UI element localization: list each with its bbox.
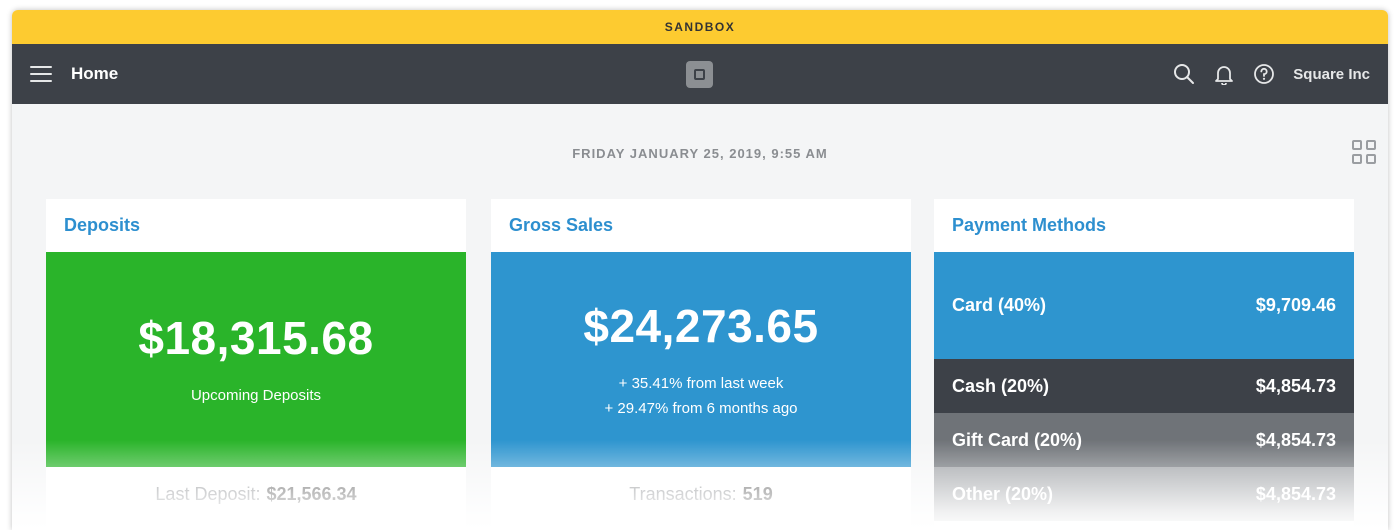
deposits-hero: $18,315.68 Upcoming Deposits [46, 252, 466, 467]
payment-value: $4,854.73 [1255, 429, 1336, 450]
payment-row-cash[interactable]: Cash (20%) $4,854.73 [934, 359, 1354, 413]
payment-label: Card (40%) [952, 295, 1047, 315]
search-icon[interactable] [1173, 63, 1195, 85]
deposits-title[interactable]: Deposits [64, 215, 141, 235]
sales-change-week: + 35.41% from last week [618, 374, 784, 392]
payment-methods-title[interactable]: Payment Methods [952, 215, 1107, 235]
menu-icon[interactable] [30, 66, 52, 82]
payment-row-other[interactable]: Other (20%) $4,854.73 [934, 467, 1354, 521]
payment-row-card[interactable]: Card (40%) $9,709.46 [934, 252, 1354, 359]
page-title: Home [71, 64, 119, 83]
payment-value: $9,709.46 [1255, 295, 1336, 315]
transactions-value: 519 [742, 484, 773, 504]
gross-sales-hero: $24,273.65 + 35.41% from last week + 29.… [491, 252, 911, 467]
help-icon[interactable] [1253, 63, 1275, 85]
last-deposit-label: Last Deposit: [155, 484, 261, 504]
payment-row-gift-card[interactable]: Gift Card (20%) $4,854.73 [934, 413, 1354, 467]
deposits-caption: Upcoming Deposits [190, 387, 322, 404]
sandbox-banner: SANDBOX [12, 10, 1388, 44]
payment-value: $4,854.73 [1255, 483, 1336, 504]
account-name[interactable]: Square Inc [1293, 65, 1370, 83]
deposits-amount: $18,315.68 [138, 312, 374, 364]
payment-methods-card[interactable]: Payment Methods Card (40%) $9,709.46 Cas… [934, 199, 1354, 530]
deposits-footer: Last Deposit: $21,566.34 [46, 467, 466, 522]
top-navbar: Home [12, 44, 1388, 104]
gross-sales-title[interactable]: Gross Sales [509, 215, 614, 235]
payment-label: Gift Card (20%) [952, 429, 1083, 450]
dashboard-content: FRIDAY JANUARY 25, 2019, 9:55 AM Deposit… [12, 104, 1388, 530]
sandbox-label: SANDBOX [664, 20, 736, 34]
payment-label: Other (20%) [952, 483, 1054, 504]
payment-value: $4,854.73 [1255, 375, 1336, 396]
nav-actions: Square Inc [1173, 63, 1370, 85]
square-logo-icon[interactable] [686, 61, 713, 88]
last-deposit-value: $21,566.34 [266, 484, 357, 504]
app-window: SANDBOX Home [12, 10, 1388, 530]
grid-view-icon[interactable] [1352, 140, 1376, 164]
sales-change-6mo: + 29.47% from 6 months ago [604, 399, 798, 417]
bell-icon[interactable] [1213, 63, 1235, 85]
transactions-label: Transactions: [629, 484, 737, 504]
payment-label: Cash (20%) [952, 375, 1050, 396]
current-datetime: FRIDAY JANUARY 25, 2019, 9:55 AM [572, 146, 828, 161]
sales-footer: Transactions: 519 [491, 467, 911, 522]
gross-sales-amount: $24,273.65 [583, 299, 819, 352]
gross-sales-card[interactable]: Gross Sales $24,273.65 + 35.41% from las… [491, 199, 911, 530]
deposits-card[interactable]: Deposits $18,315.68 Upcoming Deposits La… [46, 199, 466, 530]
